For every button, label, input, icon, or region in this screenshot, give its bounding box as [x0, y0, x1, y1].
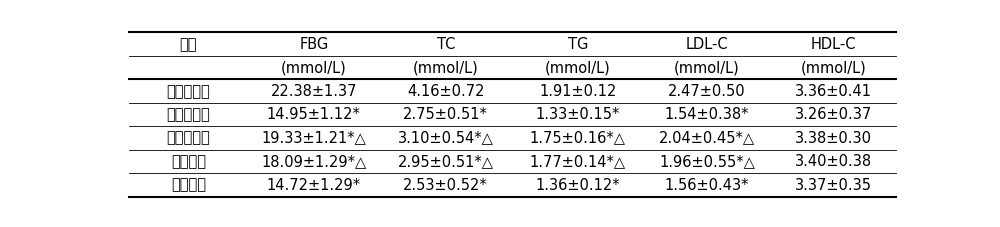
Text: 14.95±1.12*: 14.95±1.12*: [267, 107, 361, 122]
Text: 1.96±0.55*△: 1.96±0.55*△: [659, 154, 755, 169]
Text: 19.33±1.21*△: 19.33±1.21*△: [261, 131, 366, 146]
Text: (mmol/L): (mmol/L): [413, 60, 479, 75]
Text: 二甲双胍组: 二甲双胍组: [166, 107, 210, 122]
Text: 1.75±0.16*△: 1.75±0.16*△: [530, 131, 626, 146]
Text: FBG: FBG: [299, 37, 328, 52]
Text: 2.75±0.51*: 2.75±0.51*: [403, 107, 488, 122]
Text: 14.72±1.29*: 14.72±1.29*: [267, 178, 361, 192]
Text: 1.56±0.43*: 1.56±0.43*: [665, 178, 749, 192]
Text: 模型对照组: 模型对照组: [166, 84, 210, 99]
Text: 3.10±0.54*△: 3.10±0.54*△: [398, 131, 494, 146]
Text: 22.38±1.37: 22.38±1.37: [271, 84, 357, 99]
Text: HDL-C: HDL-C: [810, 37, 856, 52]
Text: 1.33±0.15*: 1.33±0.15*: [536, 107, 620, 122]
Text: TG: TG: [568, 37, 588, 52]
Text: 2.95±0.51*△: 2.95±0.51*△: [398, 154, 494, 169]
Text: 3.37±0.35: 3.37±0.35: [795, 178, 872, 192]
Text: 2.04±0.45*△: 2.04±0.45*△: [659, 131, 755, 146]
Text: (mmol/L): (mmol/L): [281, 60, 347, 75]
Text: 1.54±0.38*: 1.54±0.38*: [665, 107, 749, 122]
Text: 4.16±0.72: 4.16±0.72: [407, 84, 484, 99]
Text: (mmol/L): (mmol/L): [800, 60, 866, 75]
Text: 粗多糖组: 粗多糖组: [171, 154, 206, 169]
Text: 纯多糖组: 纯多糖组: [171, 178, 206, 192]
Text: LDL-C: LDL-C: [686, 37, 728, 52]
Text: 3.26±0.37: 3.26±0.37: [795, 107, 872, 122]
Text: 18.09±1.29*△: 18.09±1.29*△: [261, 154, 366, 169]
Text: 3.36±0.41: 3.36±0.41: [795, 84, 872, 99]
Text: (mmol/L): (mmol/L): [545, 60, 611, 75]
Text: 1.36±0.12*: 1.36±0.12*: [535, 178, 620, 192]
Text: 1.91±0.12: 1.91±0.12: [539, 84, 616, 99]
Text: 3.40±0.38: 3.40±0.38: [795, 154, 872, 169]
Text: TC: TC: [437, 37, 455, 52]
Text: 2.53±0.52*: 2.53±0.52*: [403, 178, 488, 192]
Text: (mmol/L): (mmol/L): [674, 60, 740, 75]
Text: 组别: 组别: [180, 37, 197, 52]
Text: 3.38±0.30: 3.38±0.30: [795, 131, 872, 146]
Text: 2.47±0.50: 2.47±0.50: [668, 84, 746, 99]
Text: 1.77±0.14*△: 1.77±0.14*△: [530, 154, 626, 169]
Text: 水提取液组: 水提取液组: [166, 131, 210, 146]
